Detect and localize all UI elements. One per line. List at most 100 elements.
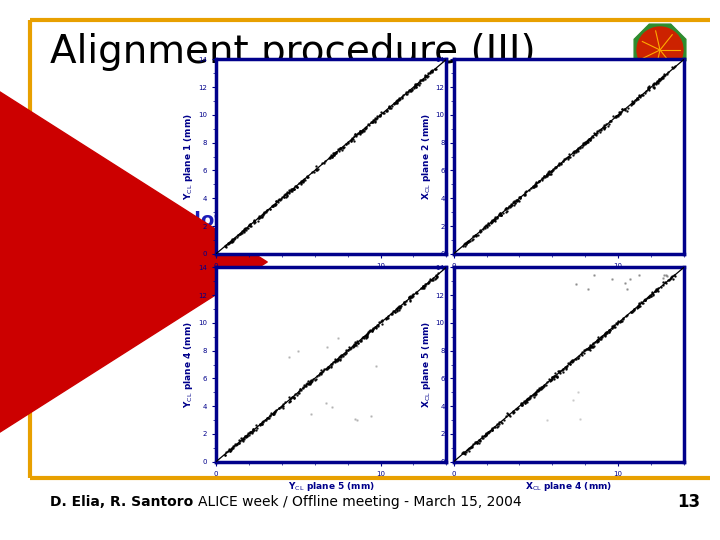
Point	[245, 428, 256, 437]
Point	[605, 117, 616, 125]
Point	[400, 88, 412, 97]
Point	[422, 279, 433, 287]
Point	[299, 176, 310, 184]
Point	[298, 381, 310, 389]
Point	[422, 72, 433, 80]
Point	[382, 314, 393, 322]
Point	[593, 333, 604, 342]
Point	[339, 349, 351, 358]
Point	[580, 138, 591, 147]
Point	[397, 90, 409, 99]
Point	[642, 84, 653, 93]
Point	[229, 440, 240, 449]
Point	[389, 306, 400, 315]
Point	[320, 157, 331, 165]
Point	[519, 187, 531, 196]
Point	[553, 160, 564, 168]
Point	[508, 407, 519, 416]
Point	[322, 363, 333, 372]
Point	[467, 443, 478, 451]
Point	[233, 231, 244, 240]
Point	[479, 222, 490, 231]
Point	[634, 90, 645, 99]
Y-axis label: X$_{\mathrm{CL}}$ plane 2 (mm): X$_{\mathrm{CL}}$ plane 2 (mm)	[420, 113, 433, 200]
Point	[613, 107, 625, 116]
Point	[431, 272, 443, 281]
Point	[359, 332, 371, 341]
Point	[614, 109, 626, 117]
Point	[460, 448, 472, 456]
Point	[542, 168, 554, 177]
Point	[425, 66, 436, 75]
Point	[305, 377, 317, 386]
Point	[567, 356, 579, 364]
Point	[516, 400, 528, 409]
Point	[423, 69, 434, 77]
Point	[401, 90, 413, 98]
Point	[244, 222, 256, 231]
Point	[286, 185, 297, 193]
Point	[592, 338, 603, 346]
Point	[467, 235, 479, 244]
Point	[267, 410, 279, 418]
Point	[390, 305, 402, 314]
Point	[627, 98, 639, 107]
Point	[348, 131, 360, 140]
Point	[544, 374, 555, 383]
Point	[582, 285, 594, 293]
Point	[566, 357, 577, 366]
Point	[333, 334, 344, 343]
Point	[366, 326, 378, 335]
Point	[597, 123, 608, 132]
Point	[609, 323, 621, 332]
Point	[334, 356, 346, 364]
Point	[351, 339, 362, 348]
Point	[355, 129, 366, 137]
Point	[370, 324, 382, 333]
Point	[515, 399, 526, 408]
Point	[631, 303, 643, 312]
Point	[482, 428, 494, 437]
Point	[342, 138, 354, 146]
Point	[391, 306, 402, 315]
Point	[288, 184, 300, 193]
Point	[220, 450, 231, 459]
Point	[519, 399, 531, 407]
Point	[254, 420, 266, 429]
Point	[571, 145, 582, 154]
Point	[284, 395, 296, 403]
Point	[220, 241, 231, 250]
Point	[662, 276, 674, 285]
Point	[413, 81, 424, 90]
Point	[293, 346, 305, 355]
Point	[326, 152, 338, 160]
Point	[635, 298, 647, 307]
Point	[655, 73, 667, 82]
Point	[652, 79, 664, 87]
Point	[227, 444, 238, 453]
Point	[261, 414, 273, 423]
Point	[570, 279, 582, 288]
Point	[489, 215, 500, 224]
Point	[667, 64, 678, 72]
Point	[491, 213, 503, 222]
Point	[252, 217, 264, 225]
Point	[624, 275, 636, 284]
Point	[482, 429, 493, 437]
Point	[587, 339, 598, 348]
Point	[625, 100, 636, 109]
Point	[602, 122, 613, 130]
Point	[283, 353, 294, 361]
Point	[316, 368, 328, 376]
Point	[599, 123, 611, 131]
Point	[325, 150, 336, 159]
Point	[420, 72, 432, 80]
Point	[532, 177, 544, 186]
Point	[636, 299, 647, 307]
Point	[537, 382, 549, 391]
Point	[348, 340, 360, 349]
Point	[524, 392, 536, 401]
Point	[534, 385, 546, 394]
Point	[613, 318, 624, 327]
Point	[330, 149, 341, 158]
